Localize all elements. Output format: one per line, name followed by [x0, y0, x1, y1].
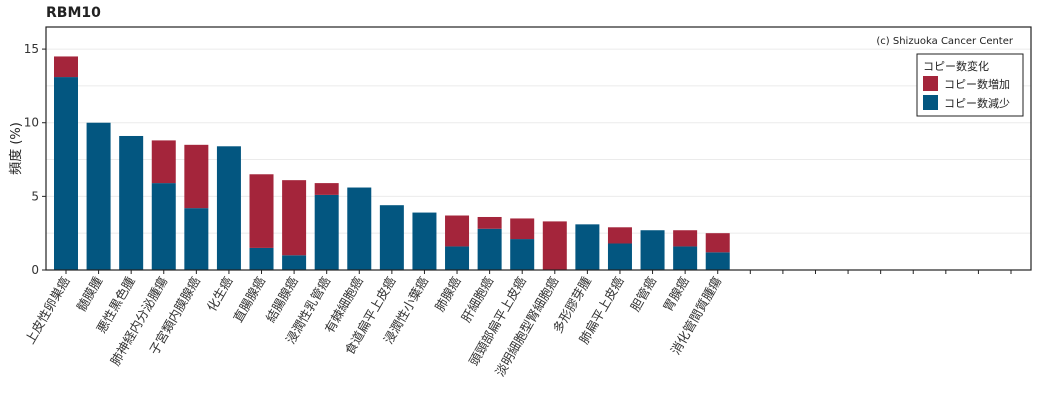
legend-swatch: [923, 76, 938, 91]
bar-segment: [477, 228, 502, 270]
bar-segment: [347, 187, 372, 270]
plot-frame: [45, 26, 1032, 271]
bar-segment: [184, 208, 209, 270]
bar-segment: [54, 77, 78, 270]
legend-label: コピー数増加: [944, 78, 1010, 91]
bar-segment: [379, 205, 404, 270]
bar-segment: [510, 239, 535, 270]
x-tick-label: 胃腺癌: [660, 274, 692, 314]
bar-segment: [184, 144, 209, 209]
x-tick-label: 髄膜腫: [73, 274, 105, 314]
bar-segment: [607, 227, 632, 244]
bar-segment: [477, 216, 502, 229]
bar-segment: [119, 135, 144, 270]
bar-segment: [216, 146, 241, 270]
bar-segment: [542, 221, 567, 270]
bar-segment: [673, 246, 698, 270]
bar-segment: [86, 122, 111, 271]
credit-text: (c) Shizuoka Cancer Center: [876, 36, 1014, 47]
legend-swatch: [923, 95, 938, 110]
legend-label: コピー数減少: [944, 96, 1010, 110]
bar-segment: [673, 230, 698, 247]
bar-segment: [640, 230, 665, 270]
y-tick-label: 10: [24, 116, 39, 130]
x-tick-label: 肺腺癌: [432, 274, 464, 314]
bar-segment: [445, 246, 470, 270]
plot-background: [46, 27, 1031, 270]
legend-title: コピー数変化: [923, 59, 989, 73]
x-tick-label: 上皮性卵巣癌: [22, 274, 72, 346]
bar-segment: [705, 252, 730, 270]
y-tick-label: 5: [31, 189, 39, 203]
x-tick-label: 胆管癌: [627, 274, 659, 314]
y-axis-label: 頻度 (%): [8, 122, 24, 175]
bar-segment: [575, 224, 600, 270]
bar-segment: [282, 180, 307, 256]
bar-segment: [151, 183, 176, 270]
bar-segment: [510, 218, 535, 240]
bar-segment: [412, 212, 437, 270]
bar-segment: [314, 194, 339, 270]
bar-segment: [151, 140, 176, 184]
bar-segment: [249, 174, 274, 248]
x-tick-label: 化生癌: [204, 274, 236, 314]
bar-segment: [705, 233, 730, 253]
bar-segment: [314, 183, 339, 195]
bar-segment: [282, 255, 307, 270]
bar-segment: [249, 247, 274, 270]
bar-segment: [54, 56, 78, 78]
y-tick-label: 0: [31, 263, 39, 277]
bar-segment: [445, 215, 470, 247]
chart-title: RBM10: [46, 5, 101, 21]
y-tick-label: 15: [24, 42, 39, 56]
bar-segment: [607, 243, 632, 270]
